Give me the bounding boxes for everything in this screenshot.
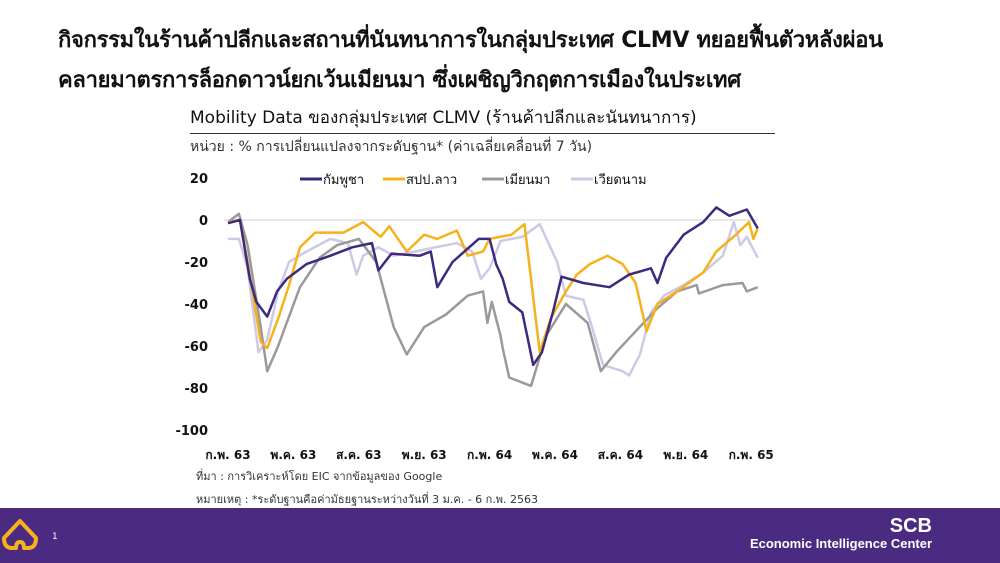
- page-number: 1: [52, 532, 58, 542]
- legend-label-1: สปป.ลาว: [406, 173, 457, 188]
- series-line-3: [228, 220, 759, 377]
- x-tick-label: พ.ย. 64: [663, 448, 708, 462]
- y-tick-label: -40: [185, 298, 209, 313]
- x-tick-label: ก.พ. 64: [467, 448, 512, 462]
- brand-logo-text: SCB Economic Intelligence Center: [750, 516, 932, 551]
- footer-bar: 1 SCB Economic Intelligence Center: [0, 508, 1000, 563]
- legend-label-3: เวียดนาม: [594, 172, 647, 188]
- series-line-0: [227, 206, 759, 367]
- y-tick-label: 20: [190, 172, 208, 187]
- brand-subtitle: Economic Intelligence Center: [749, 536, 932, 551]
- x-tick-label: ส.ค. 63: [336, 448, 381, 462]
- chart-title: Mobility Data ของกลุ่มประเทศ CLMV (ร้านค…: [190, 104, 775, 134]
- legend-label-2: เมียนมา: [505, 172, 550, 188]
- brand-name: SCB: [889, 515, 932, 537]
- x-tick-label: พ.ย. 63: [402, 448, 447, 462]
- x-tick-label: ก.พ. 63: [205, 448, 250, 462]
- y-tick-label: 0: [199, 214, 208, 229]
- x-tick-label: ส.ค. 64: [598, 448, 643, 462]
- series-line-1: [227, 218, 759, 354]
- chart-unit: หน่วย : % การเปลี่ยนแปลงจากระดับฐาน* (ค่…: [190, 139, 593, 155]
- source-note: ที่มา : การวิเคราะห์โดย EIC จากข้อมูลของ…: [196, 470, 443, 483]
- y-tick-label: -20: [185, 256, 209, 271]
- legend-label-0: กัมพูชา: [323, 173, 364, 188]
- headline-line-2: คลายมาตรการล็อกดาวน์ยกเว้นเมียนมา ซึ่งเผ…: [58, 68, 741, 93]
- scb-logo-icon: [2, 519, 38, 550]
- x-tick-label: พ.ค. 64: [532, 448, 578, 462]
- headline-line-1: กิจกรรมในร้านค้าปลีกและสถานที่นันทนาการใ…: [58, 28, 883, 53]
- y-tick-label: -100: [175, 424, 208, 439]
- x-tick-label: พ.ค. 63: [270, 448, 316, 462]
- y-tick-label: -60: [185, 340, 209, 355]
- y-tick-label: -80: [185, 382, 209, 397]
- remark-note: หมายเหตุ : *ระดับฐานคือค่ามัธยฐานระหว่าง…: [196, 493, 539, 506]
- x-tick-label: ก.พ. 65: [729, 448, 774, 462]
